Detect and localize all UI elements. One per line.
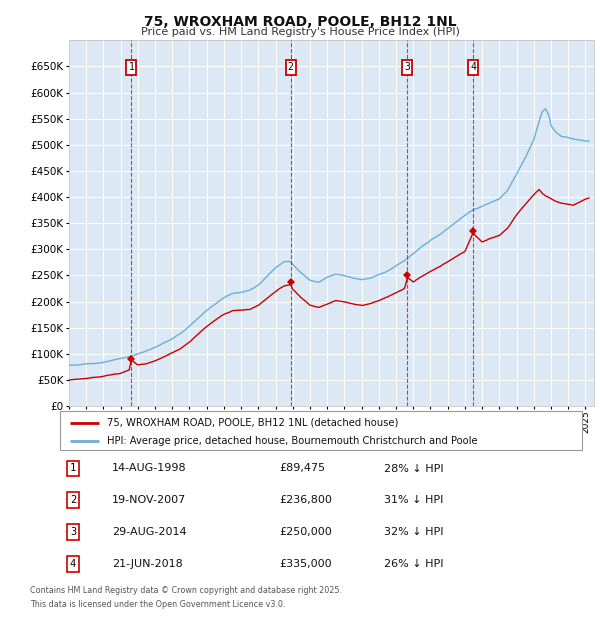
Text: 2: 2 [288,63,293,73]
Text: £89,475: £89,475 [279,464,325,474]
Text: 19-NOV-2007: 19-NOV-2007 [112,495,187,505]
Text: Price paid vs. HM Land Registry's House Price Index (HPI): Price paid vs. HM Land Registry's House … [140,27,460,37]
Text: 28% ↓ HPI: 28% ↓ HPI [383,464,443,474]
Text: Contains HM Land Registry data © Crown copyright and database right 2025.: Contains HM Land Registry data © Crown c… [30,586,342,595]
Text: 21-JUN-2018: 21-JUN-2018 [112,559,183,569]
Text: £236,800: £236,800 [279,495,332,505]
Text: 14-AUG-1998: 14-AUG-1998 [112,464,187,474]
Text: 3: 3 [70,527,76,537]
Text: £335,000: £335,000 [279,559,332,569]
Text: 1: 1 [128,63,134,73]
Text: 29-AUG-2014: 29-AUG-2014 [112,527,187,537]
Text: This data is licensed under the Open Government Licence v3.0.: This data is licensed under the Open Gov… [30,600,286,609]
FancyBboxPatch shape [60,411,582,449]
Text: 31% ↓ HPI: 31% ↓ HPI [383,495,443,505]
Text: 4: 4 [470,63,476,73]
Text: 4: 4 [70,559,76,569]
Text: 26% ↓ HPI: 26% ↓ HPI [383,559,443,569]
Text: 3: 3 [404,63,410,73]
Text: HPI: Average price, detached house, Bournemouth Christchurch and Poole: HPI: Average price, detached house, Bour… [107,436,478,446]
Text: £250,000: £250,000 [279,527,332,537]
Text: 75, WROXHAM ROAD, POOLE, BH12 1NL (detached house): 75, WROXHAM ROAD, POOLE, BH12 1NL (detac… [107,418,398,428]
Text: 1: 1 [70,464,76,474]
Text: 75, WROXHAM ROAD, POOLE, BH12 1NL: 75, WROXHAM ROAD, POOLE, BH12 1NL [143,16,457,30]
Text: 2: 2 [70,495,76,505]
Text: 32% ↓ HPI: 32% ↓ HPI [383,527,443,537]
